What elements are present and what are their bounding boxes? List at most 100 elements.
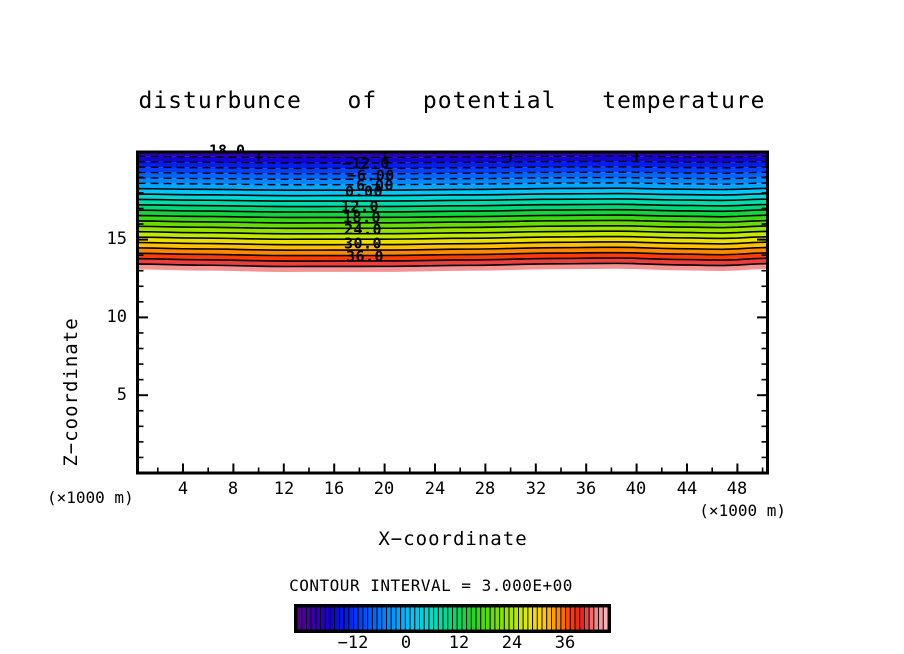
y-tick-label: 5: [116, 385, 127, 405]
colorbar-cell: [329, 606, 336, 631]
colorbar-cell: [338, 606, 345, 631]
contour-band: [137, 252, 768, 262]
colorbar-cell: [296, 606, 303, 631]
contour-line: [137, 219, 768, 224]
colorbar-cell: [565, 606, 571, 631]
x-tick-label: 20: [373, 479, 395, 499]
colorbar-tick-label: −12: [337, 633, 369, 653]
colorbar-cell: [442, 606, 449, 631]
colorbar-cell: [324, 606, 331, 631]
contour-line: [137, 225, 768, 230]
contour-line: [137, 192, 768, 197]
contour-line: [137, 171, 768, 175]
contour-line: [137, 182, 768, 186]
colorbar-cell: [541, 606, 548, 631]
colorbar-cell: [404, 606, 411, 631]
contour-band: [137, 231, 768, 240]
contour-band: [137, 247, 768, 256]
colorbar: [294, 604, 611, 633]
colorbar-cell: [470, 606, 477, 631]
colorbar-cell: [386, 606, 392, 631]
colorbar-cell: [485, 606, 491, 631]
colorbar-cell: [461, 606, 468, 631]
contour-band: [137, 209, 768, 218]
contour-line: [137, 230, 768, 235]
x-tick-label: 8: [227, 479, 239, 499]
x-tick-label: 28: [474, 479, 496, 499]
colorbar-cell: [381, 606, 387, 631]
colorbar-cell: [320, 606, 326, 631]
plot-axes: [136, 150, 769, 475]
colorbar-cell: [343, 606, 350, 631]
colorbar-cell: [301, 606, 307, 631]
colorbar-cell: [348, 606, 354, 631]
x-tick-label: 36: [575, 479, 597, 499]
colorbar-cell: [362, 606, 369, 631]
x-axis-title: X−coordinate: [378, 528, 528, 550]
colorbar-cell: [527, 606, 534, 631]
colorbar-cell: [419, 606, 425, 631]
colorbar-cell: [579, 606, 585, 631]
x-tick-label: 4: [177, 479, 189, 499]
colorbar-cell: [371, 606, 378, 631]
colorbar-cell: [503, 606, 510, 631]
colorbar-cell: [456, 606, 463, 631]
contour-band: [137, 198, 768, 207]
colorbar-cell: [536, 606, 543, 631]
colorbar-cell: [367, 606, 373, 631]
contour-line: [137, 262, 768, 268]
colorbar-tick-label: 36: [554, 633, 576, 653]
colorbar-cell: [546, 606, 552, 631]
x-tick-label: 16: [323, 479, 345, 499]
colorbar-cell: [376, 606, 383, 631]
contour-band: [137, 236, 768, 245]
x-tick-label: 48: [726, 479, 748, 499]
colorbar-cell: [423, 606, 430, 631]
contour-line: [137, 198, 768, 202]
colorbar-tick-label: 0: [400, 633, 412, 653]
contour-line: [137, 176, 768, 180]
contour-label: −6.00: [347, 166, 395, 185]
colorbar-cell: [489, 606, 496, 631]
contour-label: 6.00: [355, 176, 395, 195]
contour-interval-text: CONTOUR INTERVAL = 3.000E+00: [289, 576, 573, 595]
contour-line: [137, 214, 768, 219]
colorbar-cell: [480, 606, 486, 631]
contour-label: 12.0: [340, 197, 380, 216]
colorbar-tick-label: 24: [501, 633, 523, 653]
colorbar-cell: [518, 606, 524, 631]
colorbar-cell: [499, 606, 505, 631]
x-axis-unit-left: (×1000 m): [47, 488, 134, 507]
contour-line: [137, 160, 768, 164]
colorbar-cell: [452, 606, 458, 631]
colorbar-cell: [602, 606, 609, 631]
colorbar-cell: [475, 606, 482, 631]
contour-label: 30.0: [343, 234, 383, 253]
colorbar-cell: [551, 606, 557, 631]
x-tick-label: 40: [625, 479, 647, 499]
colorbar-tick-label: 12: [448, 633, 470, 653]
contour-line: [137, 251, 768, 257]
contour-line: [137, 257, 768, 262]
colorbar-cell: [409, 606, 416, 631]
contour-label: −12.0: [342, 154, 390, 173]
colorbar-cell: [598, 606, 604, 631]
colorbar-cell: [357, 606, 364, 631]
colorbar-cell: [334, 606, 340, 631]
colorbar-cell: [395, 606, 402, 631]
colorbar-cell: [390, 606, 397, 631]
colorbar-cell: [494, 606, 501, 631]
y-tick-label: 15: [106, 229, 127, 249]
colorbar-cell: [513, 606, 519, 631]
colorbar-cell: [447, 606, 453, 631]
contour-band: [137, 188, 768, 196]
colorbar-cell: [588, 606, 595, 631]
contour-line: [137, 155, 768, 159]
colorbar-cell: [310, 606, 317, 631]
x-tick-label: 44: [676, 479, 698, 499]
colorbar-cell: [508, 606, 515, 631]
colorbar-cell: [353, 606, 359, 631]
contour-line: [137, 187, 768, 191]
contour-lines: [137, 155, 768, 268]
